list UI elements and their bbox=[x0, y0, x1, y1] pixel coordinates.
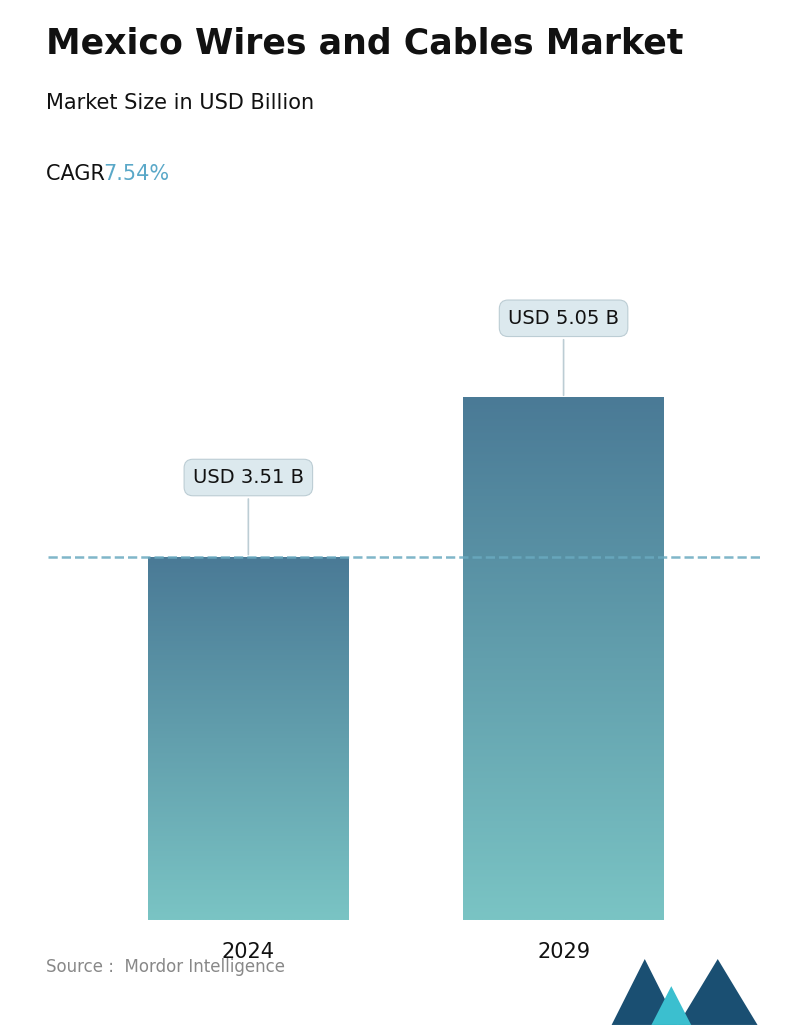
Text: USD 3.51 B: USD 3.51 B bbox=[193, 468, 304, 554]
Text: Market Size in USD Billion: Market Size in USD Billion bbox=[46, 93, 314, 113]
Polygon shape bbox=[678, 960, 758, 1025]
Text: USD 5.05 B: USD 5.05 B bbox=[508, 309, 619, 395]
Polygon shape bbox=[611, 960, 678, 1025]
Polygon shape bbox=[651, 986, 691, 1025]
Text: Source :  Mordor Intelligence: Source : Mordor Intelligence bbox=[46, 957, 285, 976]
Text: Mexico Wires and Cables Market: Mexico Wires and Cables Market bbox=[46, 26, 684, 60]
Text: 7.54%: 7.54% bbox=[103, 163, 170, 184]
Text: CAGR: CAGR bbox=[46, 163, 111, 184]
